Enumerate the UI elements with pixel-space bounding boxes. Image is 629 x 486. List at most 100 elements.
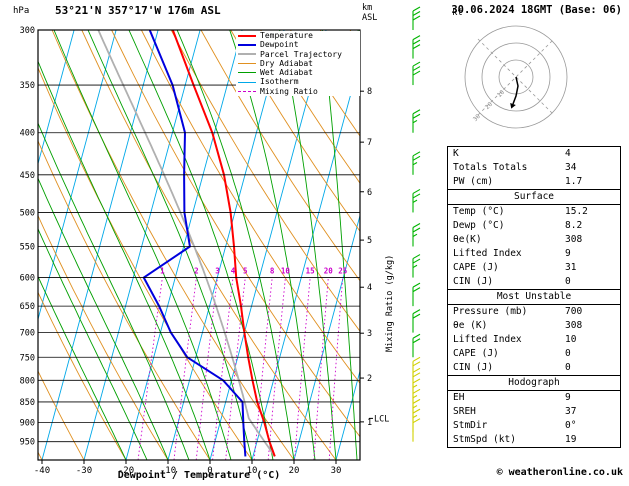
km-tick-label: 3 xyxy=(367,329,372,339)
parcel-trajectory-curve xyxy=(97,30,276,457)
pressure-tick-label: 600 xyxy=(20,274,35,284)
stat-label: Lifted Index xyxy=(453,334,522,345)
pressure-tick-label: 800 xyxy=(20,376,35,386)
legend-label: Dry Adiabat xyxy=(260,58,313,68)
km-tick-label: 1 xyxy=(367,418,372,428)
legend-label: Temperature xyxy=(260,31,313,40)
stat-value: 31 xyxy=(565,262,577,273)
wind-barb-full-tick xyxy=(412,356,421,362)
legend-label: Wet Adiabat xyxy=(260,68,313,78)
station-title: 53°21'N 357°17'W 176m ASL xyxy=(55,4,221,17)
hodograph-ring-label: 20 xyxy=(484,101,494,111)
stat-value: 0 xyxy=(565,348,571,359)
stat-label: θe(K) xyxy=(453,234,482,245)
wind-barb-full-tick xyxy=(412,258,421,264)
legend-item: Isotherm xyxy=(238,77,360,86)
chart-border xyxy=(37,29,361,461)
wind-barb-half-tick xyxy=(412,264,418,269)
hodograph-arrow xyxy=(510,102,516,109)
wind-barb xyxy=(412,282,421,307)
wind-barb xyxy=(412,254,421,278)
stat-label: EH xyxy=(453,392,465,403)
lcl-label: LCL xyxy=(374,414,389,424)
stat-value: 700 xyxy=(565,306,583,317)
stat-row: StmSpd (kt) 19 xyxy=(448,433,620,447)
dry-adiabat-line xyxy=(230,30,360,233)
wind-barb-full-tick xyxy=(412,11,421,16)
wind-barb-half-tick xyxy=(412,119,418,124)
isotherm-line xyxy=(83,30,201,460)
wind-barb-full-tick xyxy=(412,44,421,50)
wind-barb-full-tick xyxy=(412,223,421,228)
dewpoint-curve xyxy=(142,30,247,457)
wind-barb xyxy=(412,35,421,59)
stat-label: CIN (J) xyxy=(453,276,494,287)
pressure-tick-label: 750 xyxy=(20,353,35,363)
stat-value: 0 xyxy=(565,276,571,287)
wind-barb-half-tick xyxy=(412,395,418,399)
wind-barb-full-tick xyxy=(412,109,421,115)
stat-row: CAPE (J) 31 xyxy=(448,261,620,275)
wind-barb-full-tick xyxy=(412,66,421,72)
wind-barb-full-tick xyxy=(412,361,421,367)
wind-barb-full-tick xyxy=(412,309,421,315)
stat-value: 19 xyxy=(565,434,577,445)
pressure-tick-label: 650 xyxy=(20,302,35,312)
mixing-ratio-value: 8 xyxy=(270,267,275,276)
stat-label: Temp (°C) xyxy=(453,206,505,217)
legend-item: Wet Adiabat xyxy=(238,68,360,77)
copyright-label: © weatheronline.co.uk xyxy=(496,467,623,478)
stat-label: Totals Totals xyxy=(453,162,528,173)
hodograph-unit-label: kt xyxy=(452,8,463,18)
stat-value: 4 xyxy=(565,148,571,159)
wind-barb-half-tick xyxy=(412,162,418,166)
stat-row: Pressure (mb) 700 xyxy=(448,305,620,319)
stat-row: Lifted Index 10 xyxy=(448,333,620,347)
asl-label: ASL xyxy=(362,12,378,23)
stat-label: SREH xyxy=(453,406,476,417)
wind-barb-full-tick xyxy=(412,388,421,394)
stat-value: 308 xyxy=(565,234,583,245)
pressure-tick-label: 850 xyxy=(20,398,35,408)
legend-swatch xyxy=(238,53,256,56)
wind-barb-full-tick xyxy=(412,35,421,41)
pressure-tick-label: 400 xyxy=(20,129,35,139)
hodograph-ring xyxy=(464,25,568,129)
km-tick-label: 5 xyxy=(367,236,372,246)
mixing-ratio-line xyxy=(294,277,311,460)
temp-tick-label: 30 xyxy=(331,466,342,476)
km-label: km xyxy=(362,3,373,13)
temp-tick-label: 20 xyxy=(289,466,300,476)
stat-section-title: Most Unstable xyxy=(448,289,620,305)
wind-barb-full-tick xyxy=(412,193,421,199)
wind-barb-full-tick xyxy=(412,372,421,378)
stat-row: PW (cm) 1.7 xyxy=(448,175,620,189)
temp-tick-label: -40 xyxy=(34,466,50,476)
mixing-ratio-line xyxy=(328,277,344,460)
wind-barb xyxy=(412,188,421,213)
wind-barb xyxy=(412,356,421,381)
wind-barb-full-tick xyxy=(412,367,421,373)
mixing-ratio-value: 25 xyxy=(338,267,347,276)
stat-label: θe (K) xyxy=(453,320,488,331)
wind-barb-full-tick xyxy=(412,188,421,194)
dry-adiabat-line xyxy=(38,370,85,460)
stat-label: CAPE (J) xyxy=(453,262,499,273)
temp-tick-label: 0 xyxy=(207,466,212,476)
wind-barb-full-tick xyxy=(412,70,421,76)
dry-adiabat-line xyxy=(260,30,360,184)
stat-value: 8.2 xyxy=(565,220,583,231)
stat-label: CIN (J) xyxy=(453,362,494,373)
hodograph-trace xyxy=(512,76,519,105)
mixing-ratio-line xyxy=(313,277,329,460)
wind-barb xyxy=(412,109,421,133)
wind-barb xyxy=(412,6,421,30)
pressure-unit-label: hPa xyxy=(13,6,30,16)
wind-barb-full-tick xyxy=(412,113,421,119)
legend-swatch xyxy=(238,90,256,92)
wind-barb-full-tick xyxy=(412,282,421,288)
stat-row: Dewp (°C) 8.2 xyxy=(448,219,620,233)
km-tick-label: 2 xyxy=(367,374,372,384)
wind-barb-full-tick xyxy=(412,227,421,233)
wind-barb-full-tick xyxy=(412,398,421,404)
